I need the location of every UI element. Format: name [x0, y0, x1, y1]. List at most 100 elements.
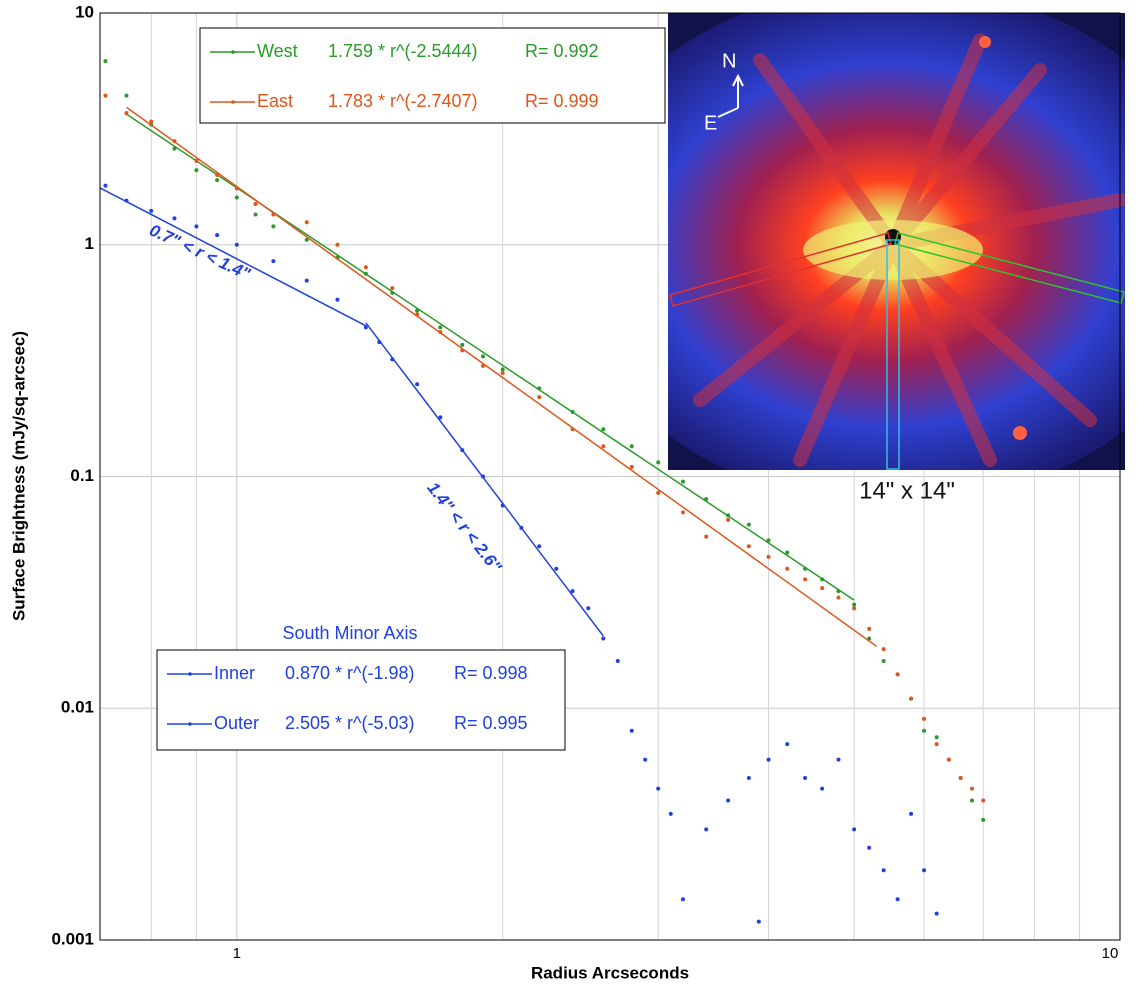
data-point: [235, 243, 239, 247]
data-point: [820, 586, 824, 590]
data-point: [194, 168, 198, 172]
data-point: [767, 758, 771, 762]
data-point: [820, 787, 824, 791]
data-point: [630, 444, 634, 448]
data-point: [747, 776, 751, 780]
data-point: [656, 460, 660, 464]
legend-fit: 2.505 * r^(-5.03): [285, 713, 415, 733]
data-point: [305, 220, 309, 224]
y-axis-label: Surface Brightness (mJy/sq-arcsec): [9, 331, 28, 621]
data-point: [681, 897, 685, 901]
data-point: [616, 659, 620, 663]
data-point: [981, 798, 985, 802]
y-tick-label: 0.001: [51, 929, 94, 948]
legend-fit: 0.870 * r^(-1.98): [285, 663, 415, 683]
data-point: [124, 94, 128, 98]
inset-caption: 14" x 14": [859, 477, 955, 504]
legend-swatch-dot: [188, 672, 192, 676]
legend-label: Inner: [214, 663, 255, 683]
legend-r: R= 0.992: [525, 41, 599, 61]
legend-swatch-dot: [231, 100, 235, 104]
data-point: [726, 798, 730, 802]
legend-label: West: [257, 41, 298, 61]
legend-swatch-dot: [188, 722, 192, 726]
legend-r: R= 0.999: [525, 91, 599, 111]
data-point: [922, 717, 926, 721]
data-point: [935, 735, 939, 739]
data-point: [501, 367, 505, 371]
data-point: [537, 544, 541, 548]
compass-east: E: [704, 112, 717, 134]
data-point: [271, 224, 275, 228]
data-point: [785, 567, 789, 571]
data-point: [254, 202, 258, 206]
data-point: [896, 897, 900, 901]
data-point: [415, 382, 419, 386]
data-point: [747, 523, 751, 527]
data-point: [882, 659, 886, 663]
data-point: [704, 535, 708, 539]
data-point: [981, 818, 985, 822]
data-point: [747, 544, 751, 548]
data-point: [852, 606, 856, 610]
data-point: [364, 325, 368, 329]
data-point: [149, 120, 153, 124]
x-axis-label: Radius Arcseconds: [531, 963, 689, 982]
data-point: [803, 776, 807, 780]
data-point: [704, 827, 708, 831]
data-point: [537, 395, 541, 399]
y-tick-label: 0.1: [70, 466, 94, 485]
data-point: [656, 787, 660, 791]
data-point: [909, 812, 913, 816]
data-point: [970, 787, 974, 791]
page: N E 14" x 14" Radius Arcseconds Surface …: [0, 0, 1145, 993]
legend-swatch-dot: [231, 50, 235, 54]
legend-label: Outer: [214, 713, 259, 733]
legend-r: R= 0.995: [454, 713, 528, 733]
data-point: [601, 444, 605, 448]
legend-r: R= 0.998: [454, 663, 528, 683]
x-tick-label: 10: [1102, 945, 1119, 962]
data-point: [656, 491, 660, 495]
y-tick-label: 0.01: [61, 698, 94, 717]
data-point: [124, 111, 128, 115]
data-point: [149, 209, 153, 213]
data-point: [335, 243, 339, 247]
data-point: [601, 427, 605, 431]
data-point: [726, 518, 730, 522]
data-point: [194, 159, 198, 163]
data-point: [215, 233, 219, 237]
data-point: [922, 868, 926, 872]
data-point: [909, 697, 913, 701]
data-point: [767, 555, 771, 559]
data-point: [935, 912, 939, 916]
data-point: [935, 742, 939, 746]
data-point: [867, 627, 871, 631]
legend-title: South Minor Axis: [282, 623, 417, 643]
data-point: [390, 286, 394, 290]
data-point: [836, 758, 840, 762]
data-point: [554, 567, 558, 571]
data-point: [481, 354, 485, 358]
data-point: [803, 577, 807, 581]
chart: N E 14" x 14" Radius Arcseconds Surface …: [0, 0, 1145, 988]
data-point: [172, 216, 176, 220]
data-point: [254, 213, 258, 217]
data-point: [630, 729, 634, 733]
data-point: [882, 647, 886, 651]
data-point: [215, 178, 219, 182]
compass-north: N: [722, 50, 736, 72]
data-point: [305, 279, 309, 283]
y-tick-label: 1: [85, 234, 94, 253]
data-point: [271, 259, 275, 263]
data-point: [836, 596, 840, 600]
data-point: [103, 94, 107, 98]
data-point: [235, 195, 239, 199]
legend-fit: 1.759 * r^(-2.5444): [328, 41, 478, 61]
data-point: [601, 636, 605, 640]
data-point: [103, 184, 107, 188]
y-tick-label: 10: [75, 2, 94, 21]
data-point: [681, 480, 685, 484]
data-point: [947, 758, 951, 762]
data-point: [630, 465, 634, 469]
